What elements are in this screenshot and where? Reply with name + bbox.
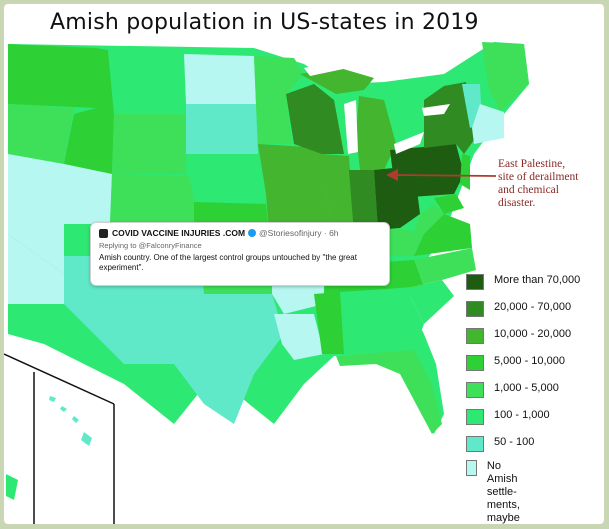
legend-item: 20,000 - 70,000 xyxy=(466,301,571,317)
state-nebraska xyxy=(186,154,266,204)
state-north-carolina xyxy=(406,248,476,288)
inset-border-1 xyxy=(4,353,115,405)
state-new-england xyxy=(472,104,504,144)
legend-item: No Amish settle- ments, maybe single fam… xyxy=(466,460,531,524)
state-florida xyxy=(336,350,442,434)
state-pennsylvania xyxy=(390,144,464,198)
state-south-dakota xyxy=(186,104,258,154)
legend-item: More than 70,000 xyxy=(466,274,580,290)
state-indiana xyxy=(349,170,378,234)
tweet-header: COVID VACCINE INJURIES .COM @Storiesofin… xyxy=(99,228,381,238)
state-minnesota xyxy=(254,56,304,144)
legend-item: 1,000 - 5,000 xyxy=(466,382,559,398)
legend-swatch xyxy=(466,301,484,317)
state-georgia xyxy=(370,288,424,350)
state-wyoming xyxy=(112,114,186,174)
state-texas xyxy=(64,256,284,424)
annotation-arrowhead xyxy=(386,169,398,181)
annotation-text: East Palestine, site of derailment and c… xyxy=(498,158,579,209)
tweet-reply-to[interactable]: Replying to @FalconryFinance xyxy=(99,241,202,250)
state-oregon xyxy=(8,104,74,164)
verified-badge-icon xyxy=(248,229,257,237)
lake-superior xyxy=(304,60,348,76)
annotation-arrow-line xyxy=(393,174,497,177)
lake-ontario xyxy=(422,104,450,116)
legend-swatch xyxy=(466,409,484,425)
legend-swatch xyxy=(466,382,484,398)
state-maine xyxy=(482,42,529,112)
map-title: Amish population in US-states in 2019 xyxy=(50,10,479,35)
state-new-jersey xyxy=(460,154,470,190)
legend-item: 10,000 - 20,000 xyxy=(466,328,571,344)
state-mississippi xyxy=(314,292,344,354)
state-west-virginia xyxy=(414,204,444,234)
state-washington xyxy=(8,44,96,108)
state-idaho xyxy=(64,48,114,174)
legend-label: 1,000 - 5,000 xyxy=(494,382,559,394)
legend-item: 5,000 - 10,000 xyxy=(466,355,565,371)
legend-label: 100 - 1,000 xyxy=(494,409,550,421)
state-iowa xyxy=(258,144,326,194)
state-michigan xyxy=(356,96,396,170)
legend-label: 50 - 100 xyxy=(494,436,535,448)
state-south-carolina xyxy=(406,280,454,324)
account-avatar-icon[interactable] xyxy=(99,228,108,238)
state-utah xyxy=(64,164,112,224)
state-maryland xyxy=(434,194,464,214)
legend-label: No Amish settle- ments, maybe single fam… xyxy=(486,460,520,524)
legend-item: 50 - 100 xyxy=(466,436,534,452)
state-wisconsin xyxy=(286,84,344,154)
legend-swatch xyxy=(466,355,484,371)
state-california xyxy=(8,234,66,304)
tweet-text: Amish country. One of the largest contro… xyxy=(99,253,357,272)
state-new-york xyxy=(424,82,474,154)
state-virginia xyxy=(414,214,472,256)
tweet-card[interactable]: COVID VACCINE INJURIES .COM @Storiesofin… xyxy=(90,222,390,286)
legend-swatch xyxy=(466,328,484,344)
tweet-account-name[interactable]: COVID VACCINE INJURIES .COM xyxy=(112,228,246,238)
legend-swatch xyxy=(466,274,484,290)
state-north-dakota xyxy=(184,54,256,104)
legend-item: 100 - 1,000 xyxy=(466,409,550,425)
state-alabama xyxy=(340,290,376,350)
legend-label: 20,000 - 70,000 xyxy=(494,301,572,313)
state-louisiana xyxy=(274,314,324,360)
tweet-handle: @Storiesofinjury · 6h xyxy=(259,228,339,238)
state-montana xyxy=(108,50,186,114)
map-frame: Amish population in US-states in 2019 xyxy=(4,4,604,524)
lake-erie xyxy=(394,132,424,154)
legend-swatch xyxy=(466,436,484,452)
legend-label: 10,000 - 20,000 xyxy=(494,328,572,340)
legend-label: More than 70,000 xyxy=(494,274,581,286)
hawaii-islands xyxy=(49,396,92,446)
legend-label: 5,000 - 10,000 xyxy=(494,355,565,367)
state-colorado xyxy=(110,174,194,224)
lake-michigan xyxy=(344,100,358,154)
alaska-island xyxy=(6,474,18,500)
legend-swatch xyxy=(466,460,477,476)
state-michigan-upper xyxy=(300,68,374,94)
